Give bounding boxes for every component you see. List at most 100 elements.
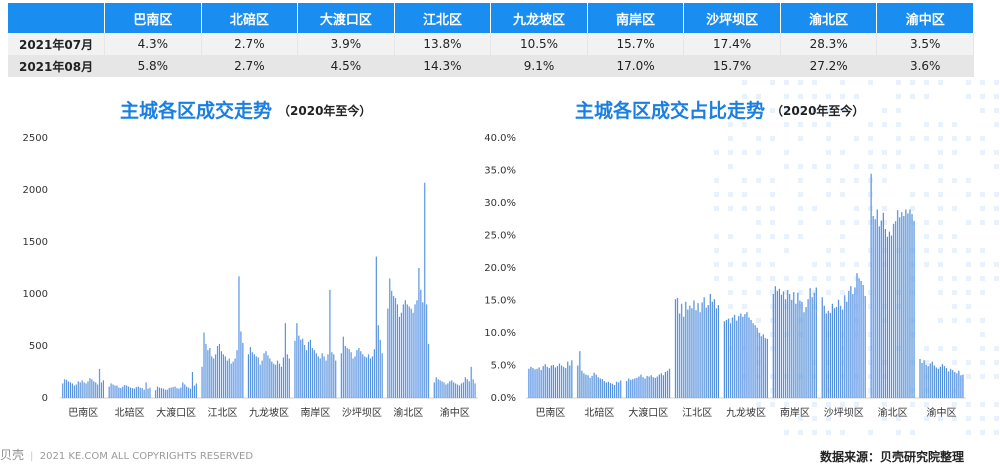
bar xyxy=(907,213,908,398)
bar xyxy=(811,297,812,398)
table-cell: 14.3% xyxy=(394,55,491,77)
bar xyxy=(618,382,619,398)
bar xyxy=(240,331,241,398)
bar xyxy=(459,386,460,398)
bar xyxy=(744,314,745,398)
background-grid-dot xyxy=(840,80,845,85)
bar xyxy=(327,354,328,398)
bar xyxy=(856,273,857,398)
bar xyxy=(774,286,775,398)
bar xyxy=(325,361,326,398)
bar xyxy=(929,364,930,398)
bar xyxy=(70,382,71,398)
bar xyxy=(738,316,739,398)
bar xyxy=(225,356,226,398)
bar xyxy=(956,373,957,398)
bar xyxy=(944,366,945,398)
bar xyxy=(587,375,588,398)
bar xyxy=(827,311,828,398)
background-grid-dot xyxy=(882,108,887,113)
bar xyxy=(269,358,270,398)
bar xyxy=(110,383,111,398)
bar xyxy=(211,356,212,398)
chart-title-text: 主城各区成交走势 xyxy=(120,100,272,122)
background-grid-dot xyxy=(994,206,999,211)
y-tick-label: 15.0% xyxy=(484,296,516,307)
x-tick-label: 九龙坡区 xyxy=(249,406,289,419)
bar xyxy=(919,359,920,398)
background-grid-dot xyxy=(994,416,999,421)
bar xyxy=(962,375,963,398)
bar xyxy=(846,302,847,398)
bar xyxy=(640,375,641,398)
bar xyxy=(762,334,763,398)
background-grid-dot xyxy=(980,94,985,99)
bar xyxy=(354,356,355,398)
bar xyxy=(891,236,892,399)
bar xyxy=(410,309,411,398)
bar xyxy=(461,383,462,398)
bar xyxy=(416,300,417,398)
bar xyxy=(858,278,859,398)
bar xyxy=(464,377,465,398)
bar xyxy=(593,373,594,398)
x-tick-label: 大渡口区 xyxy=(156,406,196,419)
bar xyxy=(538,367,539,398)
y-tick-label: 0 xyxy=(42,393,48,404)
bar xyxy=(634,379,635,399)
bar xyxy=(595,375,596,398)
bar xyxy=(734,315,735,398)
background-grid-dot xyxy=(812,80,817,85)
bar xyxy=(130,388,131,398)
background-grid-dot xyxy=(882,122,887,127)
bar xyxy=(933,366,934,399)
district-share-table: 巴南区 北碚区 大渡口区 江北区 九龙坡区 南岸区 沙坪坝区 渝北区 渝中区 2… xyxy=(8,3,974,77)
background-grid-dot xyxy=(994,164,999,169)
bar xyxy=(112,384,113,398)
background-grid-dot xyxy=(980,192,985,197)
bar xyxy=(925,365,926,398)
background-grid-dot xyxy=(980,430,985,435)
bar xyxy=(404,300,405,398)
bar xyxy=(942,364,943,398)
bar xyxy=(760,336,761,398)
bar xyxy=(552,365,553,398)
background-grid-dot xyxy=(994,220,999,225)
chart-subtitle: （2020年至今） xyxy=(771,104,864,118)
bar xyxy=(663,375,664,398)
background-grid-dot xyxy=(924,94,929,99)
background-grid-dot xyxy=(868,80,873,85)
x-tick-label: 江北区 xyxy=(682,407,712,419)
bar xyxy=(626,381,627,398)
table-cell: 5.8% xyxy=(105,55,202,77)
bar xyxy=(679,314,680,399)
bar xyxy=(403,304,404,398)
bar xyxy=(716,308,717,398)
chart-subtitle: （2020年至今） xyxy=(278,104,371,118)
bar xyxy=(137,387,138,398)
bar xyxy=(589,378,590,398)
bar xyxy=(381,353,382,398)
background-grid-dot xyxy=(938,80,943,85)
bar xyxy=(329,290,330,398)
table-cell: 13.8% xyxy=(394,33,491,55)
bar xyxy=(536,369,537,398)
table-cell: 27.2% xyxy=(780,55,877,77)
bar xyxy=(787,290,788,398)
bar xyxy=(422,302,423,398)
bar xyxy=(298,336,299,398)
background-grid-dot xyxy=(980,262,985,267)
table-cell: 4.3% xyxy=(105,33,202,55)
background-grid-dot xyxy=(994,430,999,435)
bar xyxy=(882,213,883,398)
bar xyxy=(143,390,144,398)
bar xyxy=(428,344,429,398)
bar xyxy=(718,305,719,398)
bar xyxy=(261,361,262,398)
bar xyxy=(697,303,698,398)
bar xyxy=(534,369,535,398)
bar xyxy=(273,364,274,398)
bar xyxy=(447,383,448,398)
bar xyxy=(829,313,830,398)
bar xyxy=(420,290,421,398)
